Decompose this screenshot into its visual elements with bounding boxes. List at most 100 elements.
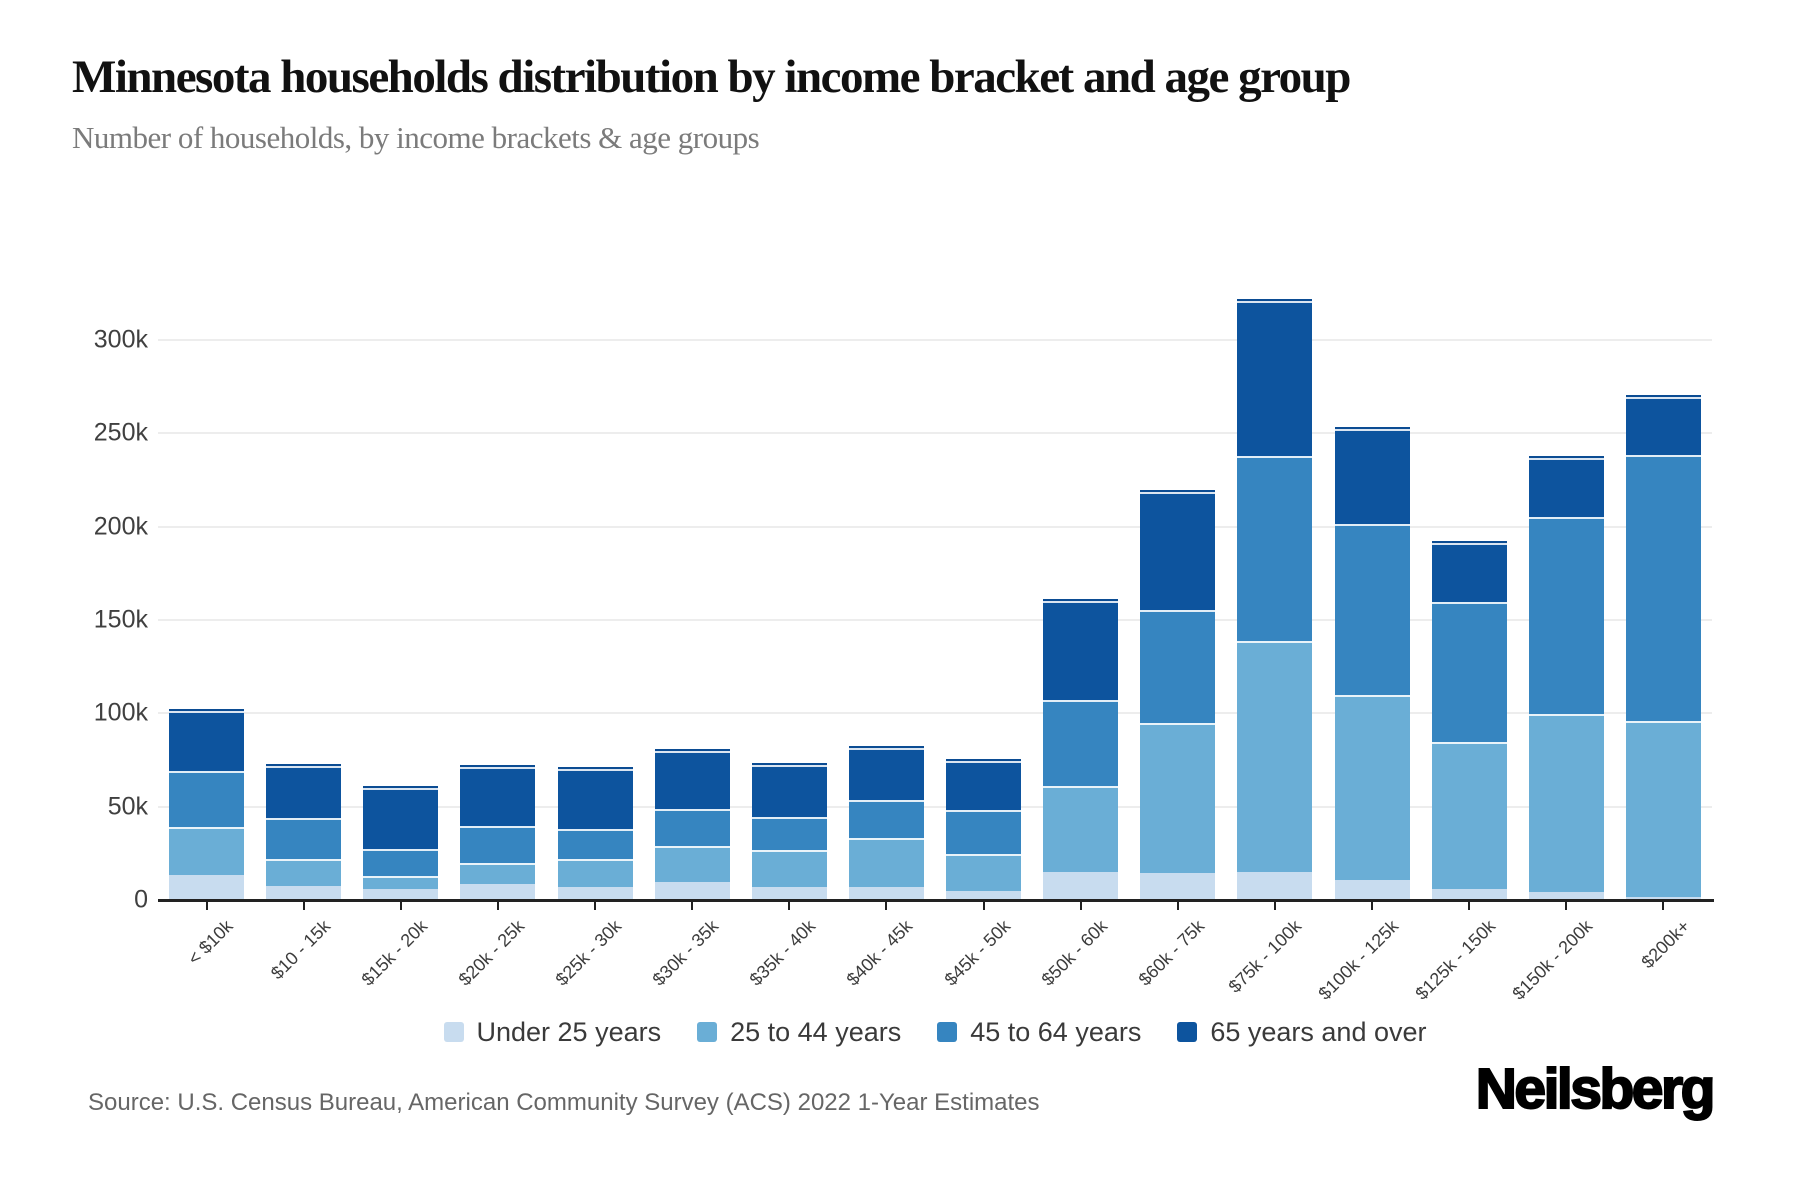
bar-40k-45k[interactable]	[848, 745, 924, 899]
bar-segment-30k-35k-65-years-and-over[interactable]	[654, 750, 730, 810]
bar-segment-10-15k-under-25-years[interactable]	[266, 885, 342, 899]
bar-segment-25k-30k-65-years-and-over[interactable]	[557, 769, 633, 830]
y-tick-label-300k: 300k	[93, 325, 148, 354]
bar-segment-10k-25-to-44-years[interactable]	[169, 827, 245, 875]
bar-100k-125k[interactable]	[1334, 426, 1410, 899]
bar-segment-40k-45k-25-to-44-years[interactable]	[848, 838, 924, 887]
bar-segment-45k-50k-45-to-64-years[interactable]	[946, 810, 1022, 855]
x-tick-label-15k-20k: $15k - 20k	[357, 916, 431, 990]
bar-segment-40k-45k-65-years-and-over[interactable]	[848, 747, 924, 801]
bar-segment-40k-45k-45-to-64-years[interactable]	[848, 800, 924, 839]
bar-segment-15k-20k-45-to-64-years[interactable]	[363, 848, 439, 876]
bar-45k-50k[interactable]	[946, 758, 1022, 899]
bar-30k-35k[interactable]	[654, 748, 730, 899]
bar-35k-40k[interactable]	[751, 762, 827, 899]
bar-segment-75k-100k-45-to-64-years[interactable]	[1237, 455, 1313, 642]
bar-50k-60k[interactable]	[1043, 599, 1119, 899]
bar-segment-125k-150k-under-25-years[interactable]	[1431, 888, 1507, 899]
brand-logo[interactable]: Neilsberg	[1475, 1056, 1717, 1122]
bar-segment-10k-65-years-and-over[interactable]	[169, 711, 245, 772]
bar-segment-50k-60k-65-years-and-over[interactable]	[1043, 601, 1119, 701]
x-tick-label-150k-200k: $150k - 200k	[1508, 916, 1597, 1004]
y-tick-label-0: 0	[134, 885, 148, 914]
legend-item-65-years-and-over[interactable]: 65 years and over	[1177, 1017, 1427, 1048]
bar-segment-35k-40k-25-to-44-years[interactable]	[751, 850, 827, 887]
bar-segment-15k-20k-25-to-44-years[interactable]	[363, 875, 439, 889]
bar-segment-45k-50k-under-25-years[interactable]	[946, 890, 1022, 899]
bar-segment-35k-40k-65-years-and-over[interactable]	[751, 764, 827, 817]
bar-segment-200k-45-to-64-years[interactable]	[1625, 454, 1701, 721]
x-tick-label-100k-125k: $100k - 125k	[1314, 916, 1403, 1004]
bar-segment-10-15k-25-to-44-years[interactable]	[266, 858, 342, 886]
bar-segment-45k-50k-25-to-44-years[interactable]	[946, 854, 1022, 891]
bar-segment-125k-150k-65-years-and-over[interactable]	[1431, 543, 1507, 603]
bar-segment-50k-60k-under-25-years[interactable]	[1043, 871, 1119, 899]
bar-segment-200k-25-to-44-years[interactable]	[1625, 720, 1701, 898]
bar-segment-150k-200k-25-to-44-years[interactable]	[1528, 714, 1604, 893]
bar-segment-30k-35k-45-to-64-years[interactable]	[654, 809, 730, 846]
bar-segment-45k-50k-65-years-and-over[interactable]	[946, 760, 1022, 811]
bar-segment-150k-200k-under-25-years[interactable]	[1528, 892, 1604, 899]
chart-subtitle: Number of households, by income brackets…	[72, 120, 760, 155]
x-tick-label-125k-150k: $125k - 150k	[1411, 916, 1500, 1004]
bar-segment-150k-200k-65-years-and-over[interactable]	[1528, 457, 1604, 518]
bar-segment-10-15k-65-years-and-over[interactable]	[266, 765, 342, 818]
x-axis-tick	[982, 902, 985, 910]
bar-segment-30k-35k-25-to-44-years[interactable]	[654, 845, 730, 883]
bar-segment-60k-75k-25-to-44-years[interactable]	[1140, 722, 1216, 873]
bar-segment-75k-100k-65-years-and-over[interactable]	[1237, 300, 1313, 456]
bar-segment-15k-20k-under-25-years[interactable]	[363, 888, 439, 899]
bar-segment-20k-25k-25-to-44-years[interactable]	[460, 862, 536, 885]
bar-segment-40k-45k-under-25-years[interactable]	[848, 886, 924, 899]
bar-75k-100k[interactable]	[1237, 298, 1313, 899]
bar-15k-20k[interactable]	[363, 785, 439, 899]
bar-25k-30k[interactable]	[557, 767, 633, 899]
legend-item-45-to-64-years[interactable]: 45 to 64 years	[937, 1017, 1141, 1048]
bar-200k[interactable]	[1625, 394, 1701, 899]
bar-segment-60k-75k-65-years-and-over[interactable]	[1140, 492, 1216, 610]
bar-segment-75k-100k-under-25-years[interactable]	[1237, 871, 1313, 899]
bar-150k-200k[interactable]	[1528, 455, 1604, 899]
legend-item-under-25-years[interactable]: Under 25 years	[443, 1017, 661, 1048]
bar-segment-150k-200k-45-to-64-years[interactable]	[1528, 517, 1604, 715]
bar-segment-35k-40k-45-to-64-years[interactable]	[751, 816, 827, 851]
bar-segment-100k-125k-45-to-64-years[interactable]	[1334, 523, 1410, 695]
bar-125k-150k[interactable]	[1431, 541, 1507, 899]
bar-segment-60k-75k-45-to-64-years[interactable]	[1140, 609, 1216, 723]
bar-segment-10-15k-45-to-64-years[interactable]	[266, 817, 342, 859]
x-axis-tick	[399, 902, 402, 910]
bar-segment-125k-150k-45-to-64-years[interactable]	[1431, 602, 1507, 743]
bar-segment-100k-125k-25-to-44-years[interactable]	[1334, 694, 1410, 881]
bar-segment-25k-30k-25-to-44-years[interactable]	[557, 858, 633, 887]
bar-segment-20k-25k-45-to-64-years[interactable]	[460, 826, 536, 863]
bar-segment-100k-125k-65-years-and-over[interactable]	[1334, 428, 1410, 524]
bar-segment-75k-100k-25-to-44-years[interactable]	[1237, 641, 1313, 872]
bar-segment-25k-30k-under-25-years[interactable]	[557, 886, 633, 899]
bar-segment-20k-25k-65-years-and-over[interactable]	[460, 767, 536, 827]
x-axis-tick	[1565, 902, 1568, 910]
bar-segment-30k-35k-under-25-years[interactable]	[654, 882, 730, 899]
bar-segment-35k-40k-under-25-years[interactable]	[751, 886, 827, 899]
bar-segment-15k-20k-65-years-and-over[interactable]	[363, 787, 439, 849]
bar-10-15k[interactable]	[266, 763, 342, 899]
bar-segment-50k-60k-45-to-64-years[interactable]	[1043, 700, 1119, 787]
bar-segment-200k-65-years-and-over[interactable]	[1625, 396, 1701, 455]
bar-segment-10k-under-25-years[interactable]	[169, 874, 245, 899]
bar-20k-25k[interactable]	[460, 765, 536, 899]
bar-segment-50k-60k-25-to-44-years[interactable]	[1043, 786, 1119, 872]
legend-item-25-to-44-years[interactable]: 25 to 44 years	[697, 1017, 901, 1048]
bar-segment-60k-75k-under-25-years[interactable]	[1140, 872, 1216, 899]
bar-segment-100k-125k-under-25-years[interactable]	[1334, 880, 1410, 899]
bar-segment-125k-150k-25-to-44-years[interactable]	[1431, 742, 1507, 889]
bar-segment-10k-45-to-64-years[interactable]	[169, 771, 245, 828]
x-tick-label-20k-25k: $20k - 25k	[454, 916, 529, 990]
bar-segment-200k-under-25-years[interactable]	[1625, 897, 1701, 899]
bar-segment-20k-25k-under-25-years[interactable]	[460, 884, 536, 899]
y-axis: 0 50k 100k 150k 200k 250k 300k	[0, 255, 148, 914]
bar-60k-75k[interactable]	[1140, 490, 1216, 899]
bar-segment-25k-30k-45-to-64-years[interactable]	[557, 829, 633, 859]
bar-10k[interactable]	[169, 709, 245, 899]
gridline-300k	[158, 339, 1712, 342]
source-note: Source: U.S. Census Bureau, American Com…	[88, 1089, 1040, 1116]
x-tick-label-75k-100k: $75k - 100k	[1224, 916, 1306, 997]
